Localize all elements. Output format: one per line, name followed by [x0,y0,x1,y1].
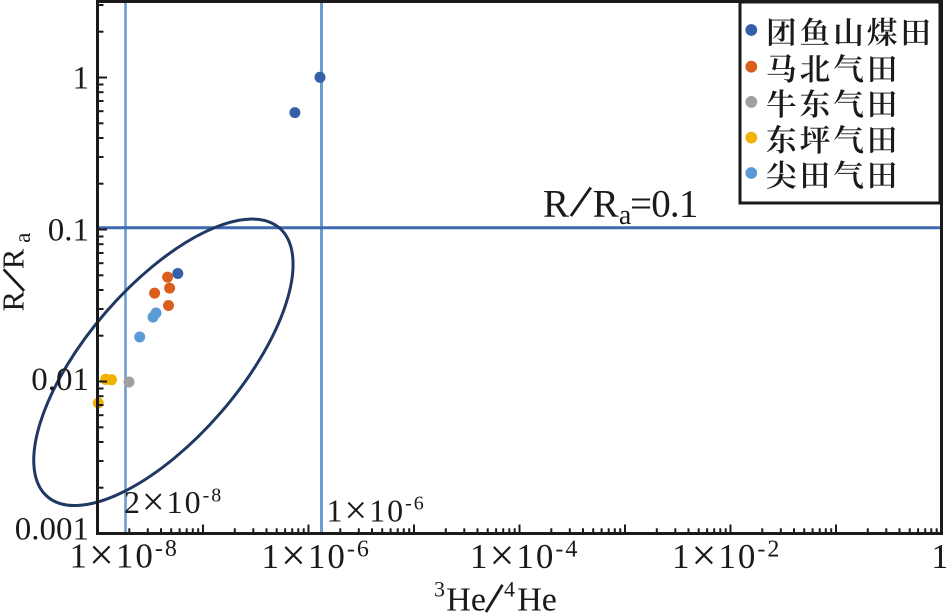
svg-text:1×10-6: 1×10-6 [262,531,371,580]
svg-text:0.01: 0.01 [31,362,89,398]
svg-text:1×10-6: 1×10-6 [327,487,426,532]
svg-text:0.1: 0.1 [48,212,89,248]
svg-text:He: He [517,582,557,616]
svg-text:4: 4 [504,576,515,601]
svg-text:He: He [446,582,486,616]
svg-text:R: R [0,248,31,269]
svg-text:R: R [543,183,569,226]
svg-text:R: R [593,183,619,226]
svg-text:a: a [619,200,632,231]
svg-text:R: R [0,290,31,311]
svg-text:1: 1 [931,537,946,576]
svg-text:0.001: 0.001 [15,511,89,547]
svg-text:=0.1: =0.1 [630,183,698,226]
svg-text:a: a [10,233,35,243]
svg-text:3: 3 [434,576,445,601]
svg-text:1: 1 [73,61,90,97]
